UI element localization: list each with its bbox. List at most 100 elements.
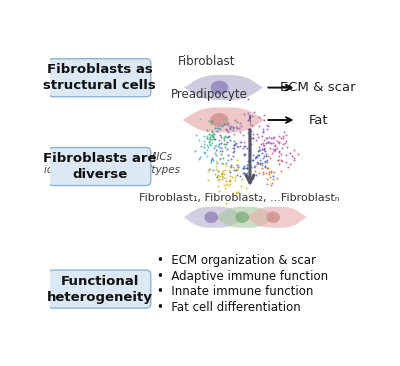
Point xyxy=(240,145,246,151)
Point xyxy=(206,166,212,172)
Point xyxy=(259,165,266,171)
Point xyxy=(210,133,216,139)
Polygon shape xyxy=(183,75,264,100)
Point xyxy=(260,169,266,175)
Point xyxy=(231,138,237,144)
Point xyxy=(241,165,247,171)
Point xyxy=(235,162,241,168)
Point xyxy=(247,147,254,153)
Point xyxy=(233,140,239,146)
Point xyxy=(244,165,251,171)
Point xyxy=(260,117,267,123)
Point xyxy=(262,140,269,146)
Point xyxy=(260,156,266,161)
Point xyxy=(248,157,255,163)
Point xyxy=(260,129,266,135)
Point xyxy=(220,182,227,187)
Point xyxy=(243,170,250,176)
Point xyxy=(244,117,251,123)
Point xyxy=(229,174,236,180)
Point xyxy=(265,171,272,177)
Point xyxy=(264,181,270,187)
Point xyxy=(261,137,267,143)
Point xyxy=(219,160,226,166)
Point xyxy=(241,163,248,169)
Point xyxy=(246,137,253,143)
Point xyxy=(237,183,244,189)
Polygon shape xyxy=(183,207,245,228)
Point xyxy=(222,133,228,139)
Point xyxy=(269,146,276,152)
Point xyxy=(262,163,268,169)
Ellipse shape xyxy=(204,212,218,223)
Point xyxy=(204,153,210,158)
Point xyxy=(250,173,257,179)
FancyBboxPatch shape xyxy=(48,270,151,308)
Text: Single-cell multi-OMICs
identifies cell states/types: Single-cell multi-OMICs identifies cell … xyxy=(44,152,180,175)
Point xyxy=(216,188,222,194)
Point xyxy=(251,109,257,115)
Point xyxy=(242,143,248,149)
Point xyxy=(242,165,249,171)
Point xyxy=(220,121,227,127)
Point xyxy=(248,128,254,134)
Point xyxy=(250,131,256,137)
Point xyxy=(281,129,287,135)
Point xyxy=(234,172,240,178)
Point xyxy=(209,132,215,138)
Text: •  Innate immune function: • Innate immune function xyxy=(157,285,313,298)
Point xyxy=(227,173,234,179)
Point xyxy=(220,171,227,177)
Point xyxy=(216,155,223,161)
Point xyxy=(266,169,272,175)
Point xyxy=(258,141,264,147)
Point xyxy=(277,150,284,156)
Point xyxy=(224,182,231,188)
Point xyxy=(263,126,270,132)
Point xyxy=(210,167,216,173)
Ellipse shape xyxy=(210,113,229,127)
Point xyxy=(260,171,266,177)
Point xyxy=(250,175,256,181)
Point xyxy=(230,125,236,131)
Point xyxy=(261,158,268,164)
Point xyxy=(219,171,225,177)
Point xyxy=(274,145,280,150)
Point xyxy=(270,140,276,146)
Point xyxy=(223,141,230,147)
Point xyxy=(264,153,271,159)
Point xyxy=(240,171,246,176)
Point xyxy=(272,143,278,149)
Point xyxy=(206,141,213,147)
Point xyxy=(234,120,240,126)
Point xyxy=(262,151,269,157)
Point xyxy=(219,123,226,128)
Point xyxy=(225,122,231,128)
Point xyxy=(216,144,222,150)
Point xyxy=(254,160,261,166)
Point xyxy=(224,134,230,140)
Point xyxy=(208,132,214,138)
Point xyxy=(245,96,251,102)
Point xyxy=(256,147,262,153)
Point xyxy=(213,158,219,164)
Point xyxy=(212,143,218,149)
Point xyxy=(255,148,261,154)
Point xyxy=(218,176,225,182)
Point xyxy=(232,177,238,183)
Point xyxy=(230,145,236,151)
Point xyxy=(212,142,219,148)
Point xyxy=(212,125,218,131)
Point xyxy=(219,148,226,154)
Point xyxy=(249,122,255,128)
Point xyxy=(226,177,233,183)
Point xyxy=(218,145,224,151)
Point xyxy=(217,148,224,154)
Point xyxy=(268,141,274,146)
Point xyxy=(225,120,232,126)
Point xyxy=(208,129,215,135)
Point xyxy=(211,145,217,151)
Point xyxy=(215,172,221,178)
Point xyxy=(237,139,243,145)
Point xyxy=(219,123,226,129)
